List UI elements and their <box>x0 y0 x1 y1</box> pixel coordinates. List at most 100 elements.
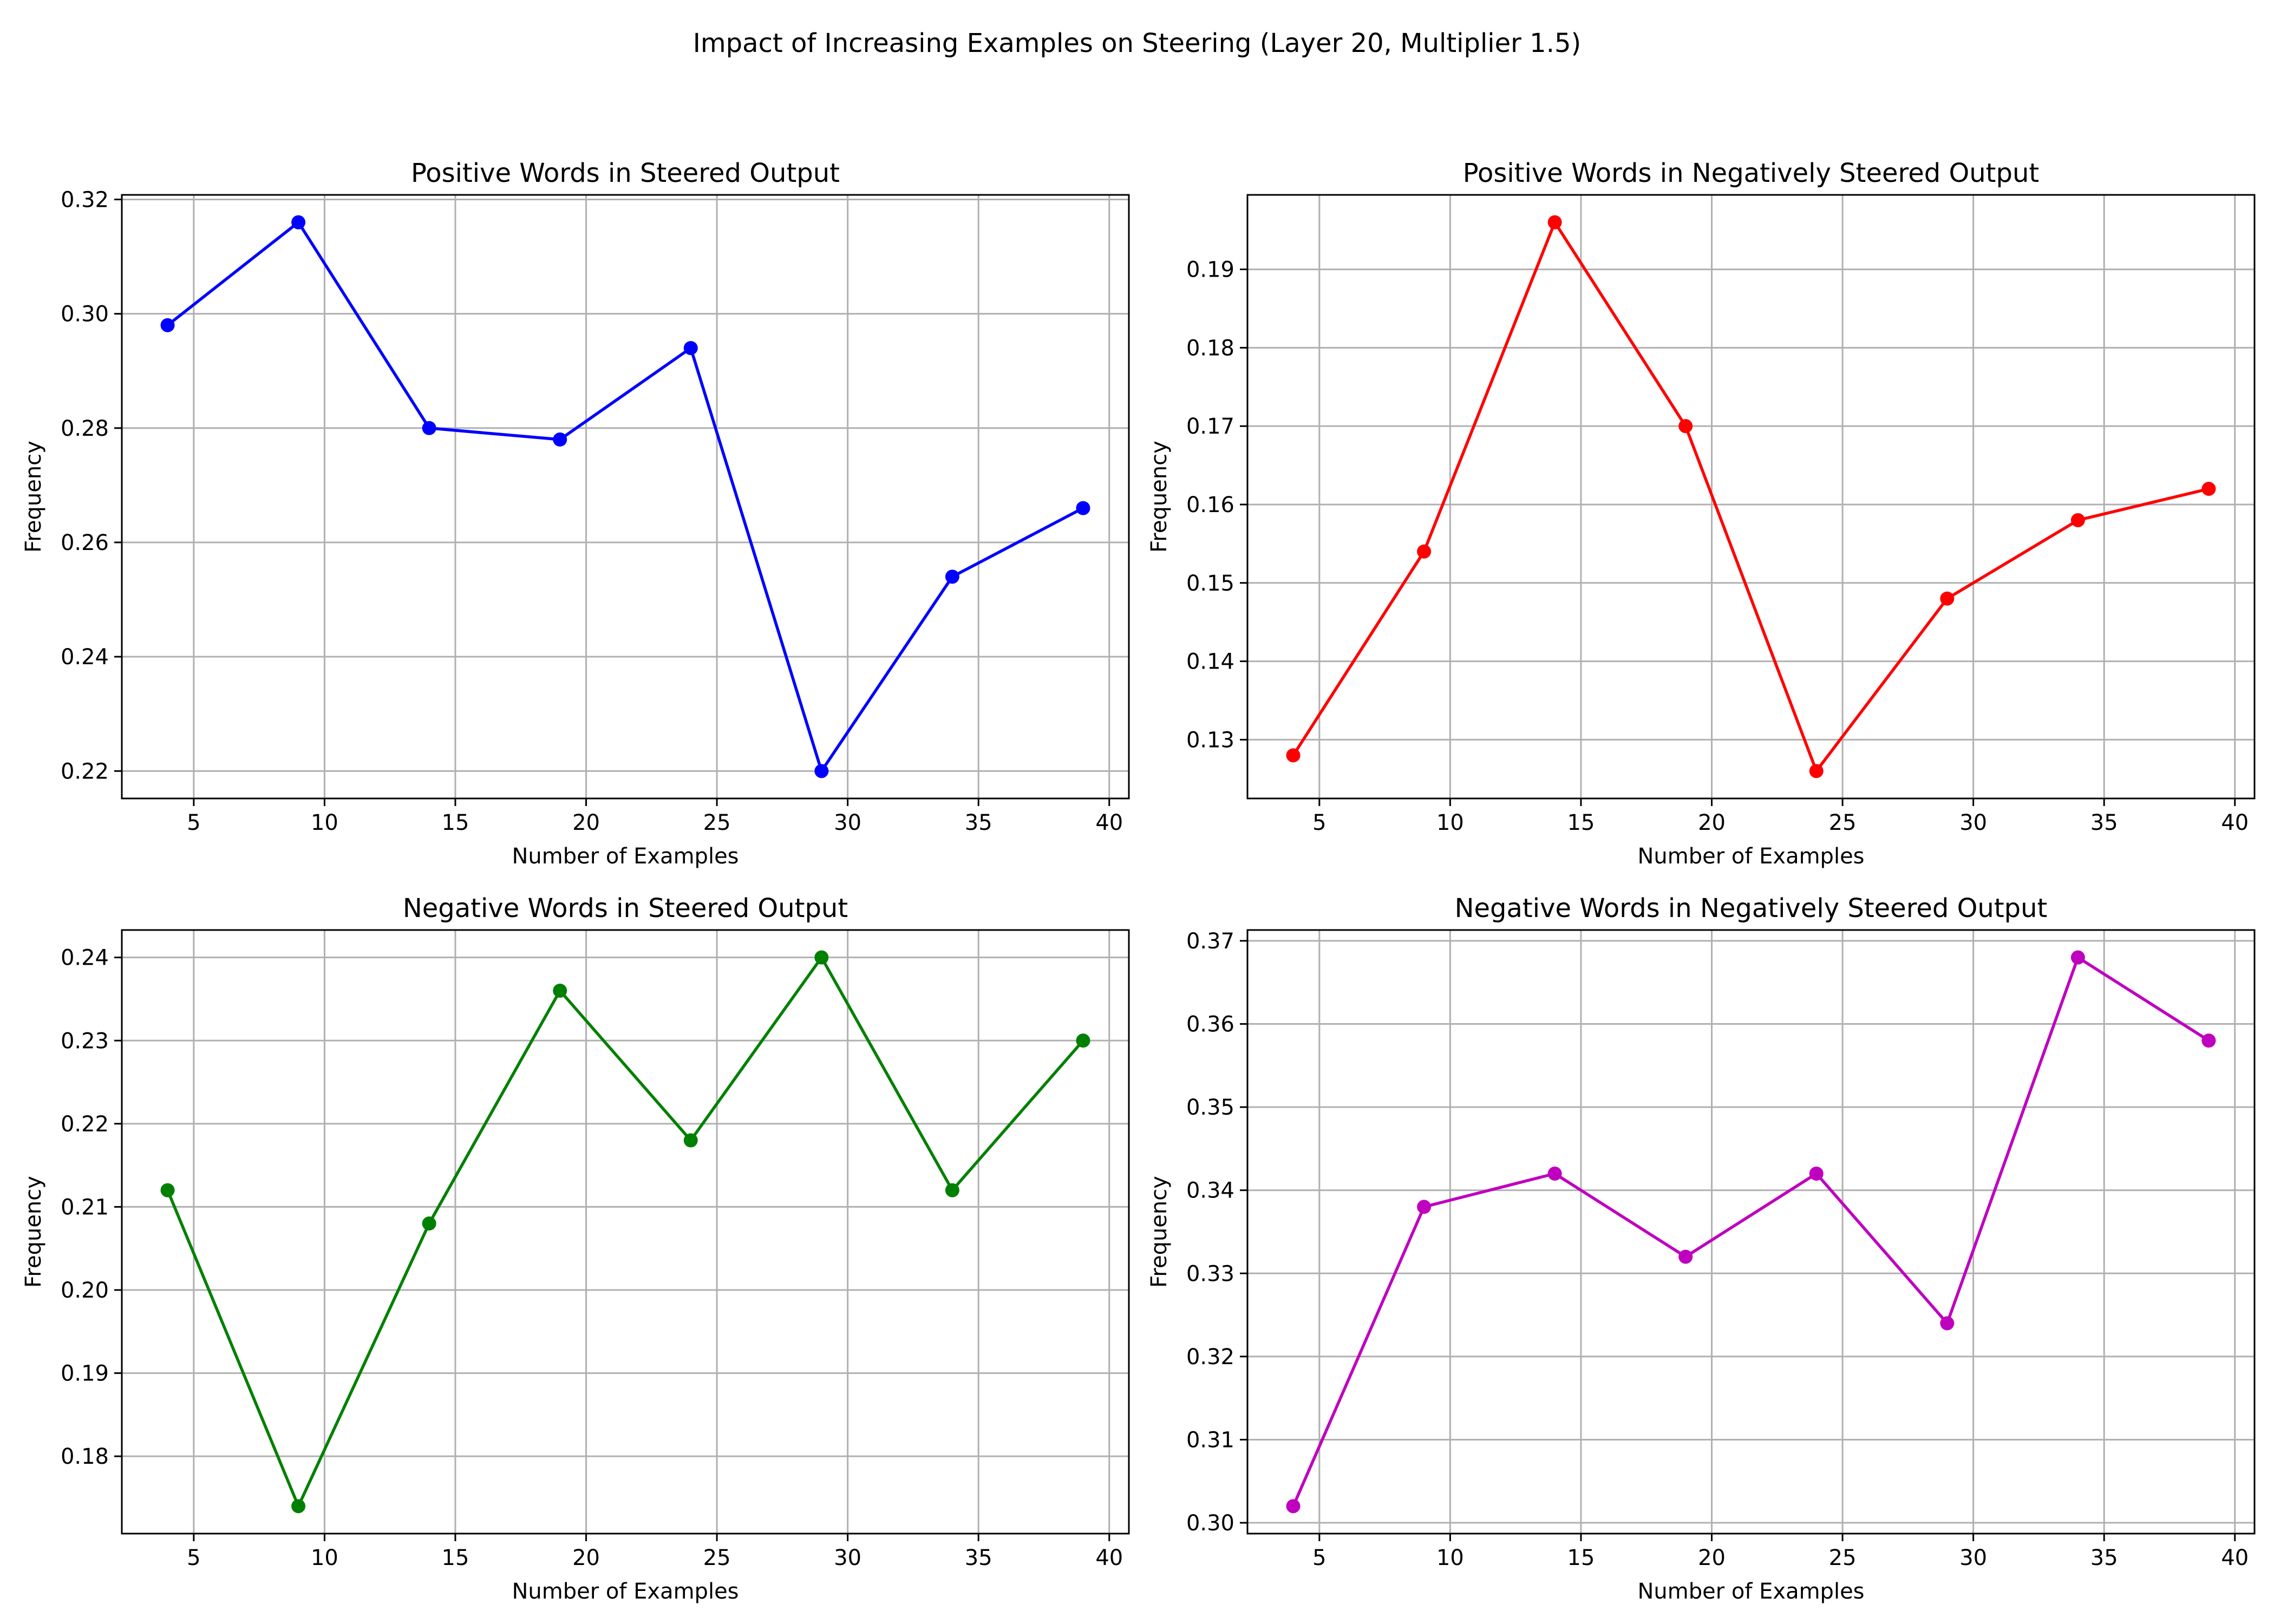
chart-1: 5 10 15 20 25 30 35 40 0.22 0.24 0.26 0.28 0.30 0.32 P… <box>21 158 1130 869</box>
chart-2-ytick-label-1: 0.13 <box>1186 728 1234 752</box>
chart-4-data-point-8 <box>2201 1033 2216 1048</box>
chart-4-xtick-label-1: 5 <box>1312 1546 1326 1570</box>
chart-3-data-point-5 <box>683 1133 698 1148</box>
chart-4-title: Negative Words in Negatively Steered Out… <box>1455 893 2048 924</box>
chart-3-axes-frame <box>121 929 1130 1535</box>
chart-4-xtick-label-2: 10 <box>1436 1546 1464 1570</box>
chart-2-ylabel: Frequency <box>1147 441 1172 553</box>
chart-2-data-point-8 <box>2201 482 2216 496</box>
chart-4-ylabel: Frequency <box>1147 1176 1172 1288</box>
chart-1-grid <box>122 195 1129 798</box>
chart-1-data-point-1 <box>160 318 175 332</box>
chart-4-data-point-6 <box>1940 1316 1955 1331</box>
chart-2: 5 10 15 20 25 30 35 40 0.13 0.14 0.15 0.16 0.17 0.18 0… <box>1147 158 2256 869</box>
chart-4-xtick-label-6: 30 <box>1959 1546 1987 1570</box>
chart-2-axes-frame <box>1246 194 2256 800</box>
chart-4-data-point-5 <box>1809 1166 1824 1181</box>
chart-1-xtick-label-8: 40 <box>1095 810 1123 835</box>
chart-4-ytick-label-6: 0.35 <box>1186 1095 1234 1120</box>
chart-2-xtick-label-2: 10 <box>1436 810 1464 835</box>
chart-4-series-line <box>1291 955 2211 1508</box>
chart-1-data-point-7 <box>945 569 959 584</box>
chart-3-ytick-label-1: 0.18 <box>61 1444 109 1469</box>
chart-2-ytick-label-4: 0.16 <box>1186 493 1234 518</box>
chart-2-title: Positive Words in Negatively Steered Out… <box>1463 158 2039 188</box>
chart-3-ylabel: Frequency <box>21 1176 46 1288</box>
chart-1-ytick-label-1: 0.22 <box>61 759 109 784</box>
chart-2-xtick-label-4: 20 <box>1698 810 1726 835</box>
chart-3-xtick-label-5: 25 <box>703 1546 731 1570</box>
chart-1-xtick-label-1: 5 <box>187 810 200 835</box>
chart-2-ytick-label-3: 0.15 <box>1186 571 1234 596</box>
chart-3-data-point-8 <box>1076 1033 1090 1048</box>
chart-1-xtick-label-4: 20 <box>572 810 600 835</box>
chart-1-xtick-label-6: 30 <box>834 810 861 835</box>
chart-3-data-point-2 <box>291 1499 306 1514</box>
chart-3-xtick-label-4: 20 <box>572 1546 600 1570</box>
chart-1-data-point-5 <box>683 340 698 355</box>
chart-3-xlabel: Number of Examples <box>512 1579 739 1604</box>
chart-1-ytick-label-5: 0.30 <box>61 302 109 327</box>
chart-4-axes-frame <box>1246 929 2256 1535</box>
chart-2-ytick-label-5: 0.17 <box>1186 414 1234 439</box>
chart-4-data-point-3 <box>1547 1166 1562 1181</box>
chart-1-ylabel: Frequency <box>21 441 46 553</box>
chart-3-ytick-label-7: 0.24 <box>61 946 109 971</box>
chart-2-xtick-label-5: 25 <box>1829 810 1857 835</box>
chart-4-xtick-label-4: 20 <box>1698 1546 1726 1570</box>
chart-4: 5 10 15 20 25 30 35 40 0.30 0.31 0.32 0.33 0.34 0.35 0… <box>1147 893 2256 1604</box>
chart-2-ytick-label-7: 0.19 <box>1186 258 1234 283</box>
chart-3-xtick-label-3: 15 <box>442 1546 469 1570</box>
chart-3-ytick-label-4: 0.21 <box>61 1195 109 1220</box>
chart-2-data-point-6 <box>1940 591 1955 606</box>
chart-2-ytick-label-2: 0.14 <box>1186 650 1234 675</box>
chart-1-xtick-label-5: 25 <box>703 810 731 835</box>
chart-3-ytick-label-5: 0.22 <box>61 1112 109 1137</box>
chart-4-grid <box>1247 930 2255 1534</box>
chart-4-data-point-2 <box>1417 1200 1432 1214</box>
chart-1-axes-frame <box>121 194 1130 800</box>
chart-1-xtick-label-3: 15 <box>442 810 469 835</box>
chart-2-data-point-1 <box>1286 748 1301 763</box>
chart-4-ytick-label-7: 0.36 <box>1186 1012 1234 1037</box>
chart-4-ytick-label-1: 0.30 <box>1186 1511 1234 1536</box>
chart-4-ytick-label-5: 0.34 <box>1186 1178 1234 1203</box>
chart-1-ytick-label-3: 0.26 <box>61 531 109 555</box>
chart-1-ytick-label-4: 0.28 <box>61 416 109 441</box>
chart-3-xtick-label-2: 10 <box>311 1546 338 1570</box>
chart-4-ytick-label-2: 0.31 <box>1186 1427 1234 1452</box>
chart-1-data-point-3 <box>422 421 436 435</box>
chart-3-data-point-1 <box>160 1183 175 1197</box>
chart-4-ytick-label-4: 0.33 <box>1186 1261 1234 1286</box>
chart-4-data-point-7 <box>2070 950 2085 965</box>
chart-2-xtick-label-1: 5 <box>1312 810 1326 835</box>
chart-4-data-point-4 <box>1678 1249 1693 1264</box>
chart-3-xtick-label-1: 5 <box>187 1546 200 1570</box>
chart-1-data-point-8 <box>1076 501 1090 515</box>
chart-1-data-point-6 <box>814 764 829 778</box>
chart-3-data-point-7 <box>945 1183 959 1197</box>
chart-4-xtick-label-5: 25 <box>1829 1546 1857 1570</box>
chart-4-xlabel: Number of Examples <box>1637 1579 1864 1604</box>
chart-3-grid <box>122 930 1129 1534</box>
chart-2-xlabel: Number of Examples <box>1637 844 1864 869</box>
chart-3-title: Negative Words in Steered Output <box>403 893 848 924</box>
chart-1-ytick-label-6: 0.32 <box>61 187 109 212</box>
chart-3-xtick-label-8: 40 <box>1095 1546 1123 1570</box>
chart-2-xtick-label-3: 15 <box>1567 810 1595 835</box>
chart-4-xtick-label-7: 35 <box>2090 1546 2118 1570</box>
chart-4-xtick-label-3: 15 <box>1567 1546 1595 1570</box>
chart-3-xtick-label-6: 30 <box>834 1546 861 1570</box>
chart-1-xlabel: Number of Examples <box>512 844 739 869</box>
chart-4-xtick-label-8: 40 <box>2221 1546 2249 1570</box>
chart-3-data-point-4 <box>553 984 567 998</box>
chart-1-series-line <box>166 220 1085 773</box>
chart-2-data-point-5 <box>1809 764 1824 778</box>
chart-1-title: Positive Words in Steered Output <box>411 158 840 188</box>
chart-1-ytick-label-2: 0.24 <box>61 645 109 670</box>
figure-suptitle: Impact of Increasing Examples on Steerin… <box>693 28 1581 58</box>
chart-3-ytick-label-2: 0.19 <box>61 1361 109 1386</box>
chart-3-xtick-label-7: 35 <box>965 1546 992 1570</box>
chart-2-xtick-label-7: 35 <box>2090 810 2118 835</box>
